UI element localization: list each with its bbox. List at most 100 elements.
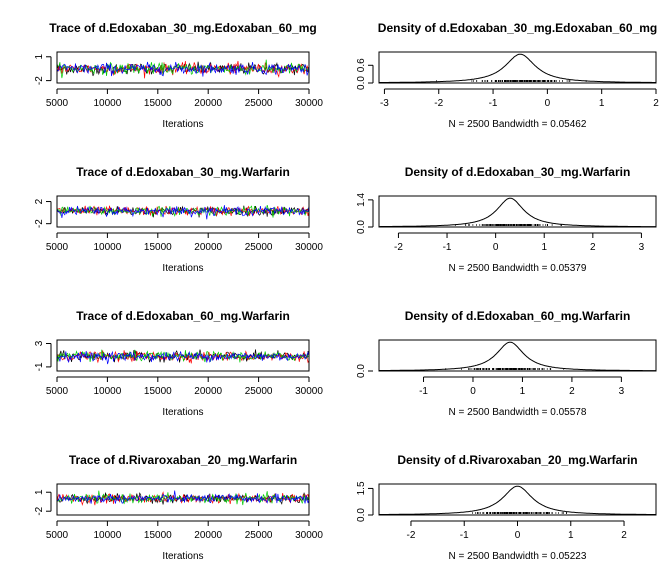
density-rug bbox=[455, 224, 562, 226]
y-tick-label: 1 bbox=[34, 54, 45, 60]
panel-1-trace: Trace of d.Edoxaban_30_mg.Edoxaban_60_mg… bbox=[34, 21, 323, 130]
x-tick-label: 5000 bbox=[46, 530, 69, 541]
panel-title: Density of d.Edoxaban_30_mg.Edoxaban_60_… bbox=[378, 21, 657, 35]
x-tick-label: 20000 bbox=[194, 386, 222, 397]
x-tick-label: 25000 bbox=[245, 242, 273, 253]
plot-frame bbox=[56, 483, 310, 516]
plot-frame bbox=[378, 339, 657, 372]
x-tick-label: 10000 bbox=[93, 386, 121, 397]
bandwidth-label: N = 2500 Bandwidth = 0.05379 bbox=[449, 263, 587, 274]
y-tick-label: -2 bbox=[34, 506, 45, 515]
x-tick-label: 0 bbox=[545, 98, 551, 109]
panel-title: Trace of d.Rivaroxaban_20_mg.Warfarin bbox=[69, 453, 297, 467]
panel-title: Density of d.Rivaroxaban_20_mg.Warfarin bbox=[397, 453, 637, 467]
x-tick-label: -1 bbox=[419, 386, 428, 397]
x-tick-label: 15000 bbox=[144, 98, 172, 109]
panel-2-density: Density of d.Edoxaban_30_mg.Edoxaban_60_… bbox=[356, 21, 659, 130]
x-tick-label: 30000 bbox=[295, 386, 323, 397]
y-tick-label: -2 bbox=[34, 76, 45, 85]
panel-8-density: Density of d.Rivaroxaban_20_mg.Warfarin N… bbox=[356, 453, 657, 562]
panel-4-density: Density of d.Edoxaban_30_mg.Warfarin N = … bbox=[356, 165, 657, 274]
x-tick-label: 0 bbox=[470, 386, 476, 397]
x-tick-label: 30000 bbox=[295, 98, 323, 109]
x-tick-label: 15000 bbox=[144, 386, 172, 397]
x-tick-label: 5000 bbox=[46, 98, 69, 109]
x-tick-label: 10000 bbox=[93, 530, 121, 541]
panel-title: Trace of d.Edoxaban_30_mg.Warfarin bbox=[76, 165, 290, 179]
x-tick-label: -1 bbox=[489, 98, 498, 109]
y-tick-label: 0.6 bbox=[356, 58, 367, 72]
panel-5-trace: Trace of d.Edoxaban_60_mg.Warfarin 5000 10… bbox=[34, 309, 323, 418]
x-tick-label: 1 bbox=[520, 386, 526, 397]
x-tick-label: 2 bbox=[621, 530, 627, 541]
y-tick-label: 0.0 bbox=[356, 364, 367, 378]
panel-title: Trace of d.Edoxaban_30_mg.Edoxaban_60_mg bbox=[49, 21, 316, 35]
x-tick-label: 2 bbox=[590, 242, 596, 253]
y-tick-label: 0.0 bbox=[356, 508, 367, 522]
trace-chain-4 bbox=[57, 205, 309, 220]
x-tick-label: 5000 bbox=[46, 242, 69, 253]
x-tick-label: 15000 bbox=[144, 530, 172, 541]
x-tick-label: 10000 bbox=[93, 242, 121, 253]
x-tick-label: -2 bbox=[394, 242, 403, 253]
x-tick-label: 15000 bbox=[144, 242, 172, 253]
trace-chain-3 bbox=[57, 349, 309, 363]
panel-3-trace: Trace of d.Edoxaban_30_mg.Warfarin 5000 10… bbox=[34, 165, 323, 274]
density-rug bbox=[445, 368, 565, 370]
panel-title: Density of d.Edoxaban_30_mg.Warfarin bbox=[405, 165, 631, 179]
x-tick-label: 3 bbox=[639, 242, 645, 253]
x-tick-label: -3 bbox=[380, 98, 389, 109]
x-axis-label: Iterations bbox=[162, 119, 203, 130]
x-axis-label: Iterations bbox=[162, 551, 203, 562]
x-tick-label: 20000 bbox=[194, 98, 222, 109]
x-tick-label: 2 bbox=[653, 98, 659, 109]
x-tick-label: 25000 bbox=[245, 530, 273, 541]
density-curve bbox=[379, 485, 656, 515]
x-tick-label: 10000 bbox=[93, 98, 121, 109]
x-tick-label: 0 bbox=[493, 242, 499, 253]
x-tick-label: -1 bbox=[443, 242, 452, 253]
density-curve bbox=[379, 53, 656, 83]
x-tick-label: 25000 bbox=[245, 386, 273, 397]
plot-frame bbox=[56, 339, 310, 372]
x-tick-label: 1 bbox=[568, 530, 574, 541]
bandwidth-label: N = 2500 Bandwidth = 0.05462 bbox=[449, 119, 587, 130]
y-tick-label: 2 bbox=[34, 198, 45, 204]
trace-chain-4 bbox=[57, 61, 309, 77]
x-tick-label: -2 bbox=[407, 530, 416, 541]
bandwidth-label: N = 2500 Bandwidth = 0.05578 bbox=[449, 407, 587, 418]
y-tick-label: 3 bbox=[34, 340, 45, 346]
x-axis-label: Iterations bbox=[162, 263, 203, 274]
y-tick-label: 1.4 bbox=[356, 192, 367, 206]
x-axis-label: Iterations bbox=[162, 407, 203, 418]
bandwidth-label: N = 2500 Bandwidth = 0.05223 bbox=[449, 551, 587, 562]
trace-chain-4 bbox=[57, 350, 309, 365]
density-rug bbox=[436, 80, 587, 82]
y-tick-label: -1 bbox=[34, 362, 45, 371]
x-tick-label: 25000 bbox=[245, 98, 273, 109]
x-tick-label: 20000 bbox=[194, 530, 222, 541]
x-tick-label: 2 bbox=[569, 386, 575, 397]
panel-title: Density of d.Edoxaban_60_mg.Warfarin bbox=[405, 309, 631, 323]
trace-chain-4 bbox=[57, 490, 309, 504]
density-curve bbox=[379, 197, 656, 227]
panel-title: Trace of d.Edoxaban_60_mg.Warfarin bbox=[76, 309, 290, 323]
y-tick-label: 1 bbox=[34, 489, 45, 495]
x-tick-label: 1 bbox=[541, 242, 547, 253]
plot-frame bbox=[378, 195, 657, 228]
density-rug bbox=[472, 512, 567, 514]
x-tick-label: 5000 bbox=[46, 386, 69, 397]
x-tick-label: 1 bbox=[599, 98, 605, 109]
x-tick-label: 30000 bbox=[295, 530, 323, 541]
x-tick-label: -2 bbox=[434, 98, 443, 109]
density-curve bbox=[379, 341, 656, 371]
panel-6-density: Density of d.Edoxaban_60_mg.Warfarin N = … bbox=[356, 309, 657, 418]
x-tick-label: 3 bbox=[619, 386, 625, 397]
panel-7-trace: Trace of d.Rivaroxaban_20_mg.Warfarin 500… bbox=[34, 453, 323, 562]
plot-frame bbox=[56, 51, 310, 84]
plot-frame bbox=[378, 483, 657, 516]
x-tick-label: 20000 bbox=[194, 242, 222, 253]
x-tick-label: 30000 bbox=[295, 242, 323, 253]
x-tick-label: 0 bbox=[515, 530, 521, 541]
plot-frame bbox=[378, 51, 657, 84]
